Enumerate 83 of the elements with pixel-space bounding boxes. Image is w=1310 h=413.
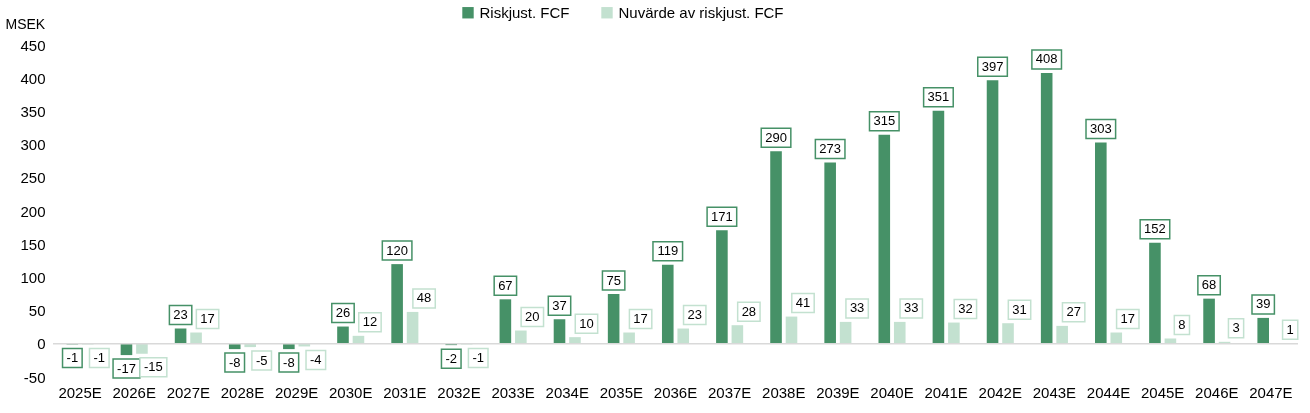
data-label: 119	[657, 243, 679, 259]
data-label: 17	[1120, 311, 1136, 327]
x-tick-label: 2034E	[545, 383, 589, 401]
data-label: -4	[310, 351, 322, 367]
data-label: 273	[819, 141, 842, 157]
x-tick-label: 2039E	[816, 383, 860, 401]
data-label: 408	[1035, 51, 1058, 67]
x-tick-label: 2041E	[924, 383, 968, 401]
x-tick-label: 2042E	[978, 383, 1022, 401]
data-label: -1	[93, 349, 106, 365]
x-tick-label: 2045E	[1140, 383, 1185, 401]
data-label: 171	[711, 208, 733, 224]
y-tick-label: 350	[20, 102, 46, 120]
x-tick-label: 2038E	[762, 383, 806, 401]
x-tick-label: 2046E	[1195, 383, 1239, 401]
data-label: -8	[228, 354, 241, 370]
y-tick-label: 0	[37, 335, 46, 353]
x-tick-label: 2025E	[58, 383, 102, 401]
data-label: -5	[255, 352, 268, 368]
data-label: 26	[335, 305, 351, 321]
data-label: -1	[472, 349, 484, 365]
y-axis-title: MSEK	[5, 15, 46, 32]
data-label: 33	[849, 300, 865, 316]
data-label: 303	[1089, 121, 1112, 137]
y-tick-label: 150	[20, 235, 46, 253]
legend-label: Nuvärde av riskjust. FCF	[618, 3, 784, 21]
data-label: -8	[283, 354, 295, 370]
x-tick-label: 2037E	[707, 383, 752, 401]
y-tick-label: -50	[23, 368, 46, 386]
data-label: 67	[498, 277, 513, 293]
data-label: 20	[525, 309, 540, 325]
y-tick-label: 50	[28, 302, 46, 320]
legend-label: Riskjust. FCF	[479, 3, 570, 21]
data-label: 397	[981, 58, 1004, 74]
data-label: 10	[579, 315, 594, 331]
y-tick-label: 300	[20, 136, 46, 154]
data-label: 1	[1286, 321, 1294, 337]
data-label: 32	[958, 301, 973, 317]
x-tick-label: 2028E	[220, 383, 265, 401]
data-label: 33	[904, 300, 919, 316]
data-label: 17	[633, 311, 648, 327]
data-label: -2	[445, 350, 458, 366]
y-tick-label: 200	[20, 202, 46, 220]
x-tick-label: 2031E	[383, 383, 427, 401]
y-tick-label: 250	[20, 169, 46, 187]
x-tick-label: 2044E	[1086, 383, 1131, 401]
data-label: 31	[1012, 301, 1027, 317]
data-label: 27	[1066, 304, 1081, 320]
x-tick-label: 2030E	[329, 383, 373, 401]
data-label: 48	[416, 290, 432, 306]
data-label: 12	[362, 314, 378, 330]
x-tick-label: 2047E	[1249, 383, 1293, 401]
data-label: 351	[927, 89, 950, 105]
data-label: 23	[687, 307, 702, 323]
y-tick-label: 400	[20, 69, 46, 87]
data-label: 152	[1144, 221, 1166, 237]
data-label: -1	[66, 349, 79, 365]
data-label: 28	[741, 303, 757, 319]
y-tick-label: 450	[20, 36, 46, 54]
data-label: 290	[765, 129, 787, 145]
y-tick-label: 100	[20, 268, 46, 286]
data-label: 3	[1232, 320, 1240, 336]
data-label: 39	[1255, 296, 1271, 312]
data-label: 120	[386, 242, 408, 258]
data-label: 37	[552, 297, 567, 313]
data-label: 75	[606, 272, 621, 288]
x-tick-label: 2033E	[491, 383, 535, 401]
x-tick-label: 2027E	[166, 383, 211, 401]
x-tick-label: 2036E	[653, 383, 698, 401]
x-tick-label: 2040E	[870, 383, 914, 401]
x-tick-label: 2043E	[1032, 383, 1077, 401]
data-label: -15	[144, 359, 163, 375]
data-label: 315	[873, 113, 896, 129]
data-label: 17	[200, 311, 215, 327]
x-tick-label: 2026E	[112, 383, 156, 401]
x-tick-label: 2035E	[599, 383, 644, 401]
x-tick-label: 2029E	[274, 383, 319, 401]
data-label: 68	[1201, 277, 1217, 293]
data-label: 8	[1178, 316, 1186, 332]
data-label: 23	[173, 307, 188, 323]
data-label: -17	[117, 360, 136, 376]
x-tick-label: 2032E	[437, 383, 481, 401]
data-label: 41	[795, 295, 811, 311]
